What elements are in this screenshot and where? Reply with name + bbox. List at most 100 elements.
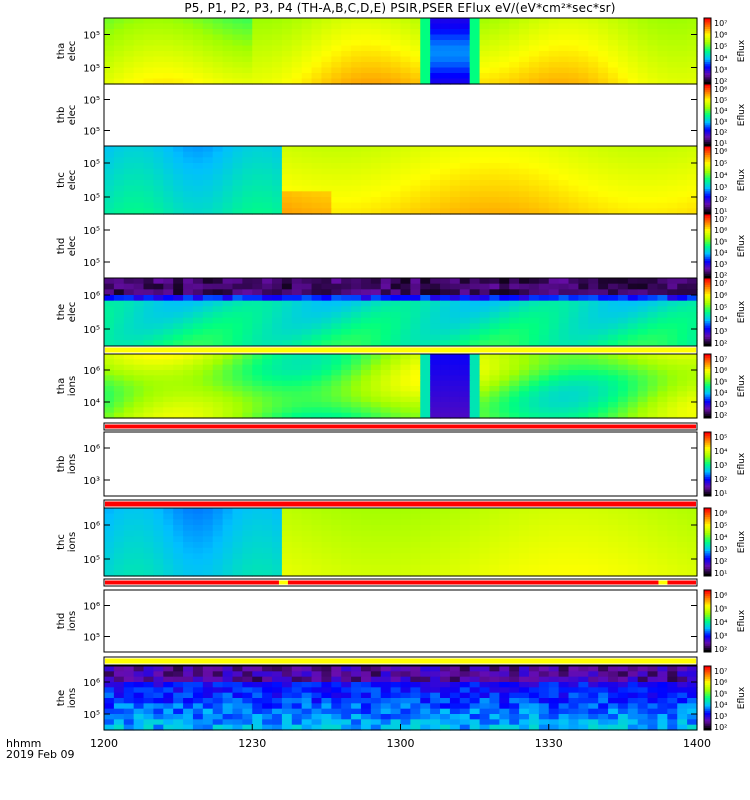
- heatmap-cell: [222, 278, 234, 285]
- heatmap-cell: [647, 724, 659, 731]
- heatmap-cell: [568, 519, 579, 526]
- heatmap-cell: [617, 375, 629, 382]
- heatmap-cell: [370, 542, 382, 549]
- heatmap-cell: [291, 334, 303, 341]
- heatmap-cell: [440, 23, 451, 30]
- heatmap-cell: [163, 208, 174, 215]
- heatmap-cell: [163, 317, 174, 324]
- colorbar-segment: [704, 573, 711, 577]
- heatmap-cell: [578, 151, 589, 158]
- heatmap-cell: [380, 412, 392, 419]
- heatmap-cell: [667, 698, 678, 704]
- heatmap-cell: [420, 676, 431, 683]
- heatmap-cell: [163, 45, 174, 52]
- colorbar-segment: [704, 668, 711, 671]
- heatmap-cell: [509, 185, 520, 192]
- heatmap-cell: [558, 375, 570, 382]
- heatmap-cell: [281, 570, 293, 577]
- heatmap-cell: [252, 29, 263, 36]
- heatmap-cell: [281, 312, 293, 319]
- heatmap-cell: [232, 386, 243, 392]
- heatmap-cell: [568, 295, 579, 302]
- heatmap-cell: [420, 380, 431, 387]
- heatmap-cell: [104, 525, 115, 532]
- heatmap-cell: [627, 536, 639, 543]
- heatmap-cell: [341, 687, 352, 694]
- heatmap-cell: [232, 380, 243, 387]
- heatmap-cell: [281, 180, 293, 187]
- heatmap-cell: [321, 692, 332, 699]
- heatmap-cell: [519, 698, 530, 704]
- heatmap-cell: [459, 553, 471, 560]
- heatmap-cell: [627, 283, 639, 290]
- heatmap-cell: [360, 295, 372, 302]
- heatmap-cell: [133, 334, 145, 341]
- heatmap-cell: [617, 380, 629, 387]
- heatmap-cell: [351, 536, 362, 543]
- heatmap-cell: [212, 300, 224, 307]
- heatmap-cell: [291, 51, 303, 58]
- heatmap-cell: [212, 692, 224, 699]
- heatmap-cell: [113, 671, 125, 678]
- heatmap-cell: [528, 391, 540, 398]
- heatmap-cell: [262, 708, 273, 715]
- heatmap-cell: [341, 370, 352, 376]
- heatmap-cell: [528, 289, 540, 296]
- heatmap-cell: [469, 547, 481, 554]
- heatmap-cell: [212, 312, 224, 319]
- heatmap-cell: [637, 687, 649, 694]
- heatmap-cell: [272, 536, 283, 543]
- heatmap-cell: [351, 34, 362, 41]
- heatmap-cell: [321, 51, 332, 58]
- heatmap-cell: [627, 407, 639, 414]
- heatmap-cell: [449, 340, 461, 347]
- colorbar-segment: [704, 146, 711, 149]
- heatmap-cell: [617, 359, 629, 366]
- heatmap-cell: [558, 329, 570, 336]
- heatmap-cell: [380, 396, 392, 403]
- colorbar-tick-label: 10⁷: [714, 355, 727, 364]
- heatmap-cell: [143, 340, 155, 347]
- heatmap-cell: [242, 676, 253, 683]
- heatmap-cell: [538, 340, 550, 347]
- heatmap-cell: [291, 682, 303, 688]
- heatmap-cell: [499, 317, 510, 324]
- heatmap-cell: [262, 525, 273, 532]
- heatmap-cell: [202, 157, 214, 164]
- heatmap-cell: [321, 157, 332, 164]
- heatmap-cell: [104, 666, 115, 672]
- heatmap-cell: [627, 386, 639, 392]
- heatmap-cell: [113, 547, 125, 554]
- heatmap-cell: [272, 570, 283, 577]
- heatmap-cell: [212, 340, 224, 347]
- heatmap-cell: [637, 536, 649, 543]
- heatmap-cell: [459, 724, 471, 731]
- heatmap-cell: [390, 312, 402, 319]
- heatmap-cell: [390, 375, 402, 382]
- heatmap-cell: [420, 185, 431, 192]
- colorbar-segment: [704, 514, 711, 518]
- heatmap-cell: [459, 671, 471, 678]
- heatmap-cell: [321, 698, 332, 704]
- heatmap-cell: [479, 396, 491, 403]
- heatmap-cell: [262, 34, 273, 41]
- heatmap-cell: [351, 407, 362, 414]
- heatmap-cell: [212, 407, 224, 414]
- heatmap-cell: [123, 708, 135, 715]
- heatmap-cell: [192, 180, 204, 187]
- colorbar-segment: [704, 224, 711, 228]
- heatmap-cell: [341, 73, 352, 80]
- heatmap-cell: [360, 364, 372, 371]
- heatmap-cell: [647, 278, 659, 285]
- heatmap-cell: [341, 163, 352, 170]
- heatmap-cell: [509, 724, 520, 731]
- heatmap-cell: [183, 67, 194, 74]
- heatmap-cell: [351, 312, 362, 319]
- heatmap-cell: [598, 714, 609, 720]
- heatmap-cell: [360, 676, 372, 683]
- heatmap-cell: [420, 547, 431, 554]
- heatmap-cell: [232, 78, 243, 85]
- heatmap-cell: [153, 323, 164, 330]
- heatmap-cell: [380, 51, 392, 58]
- heatmap-cell: [272, 708, 283, 715]
